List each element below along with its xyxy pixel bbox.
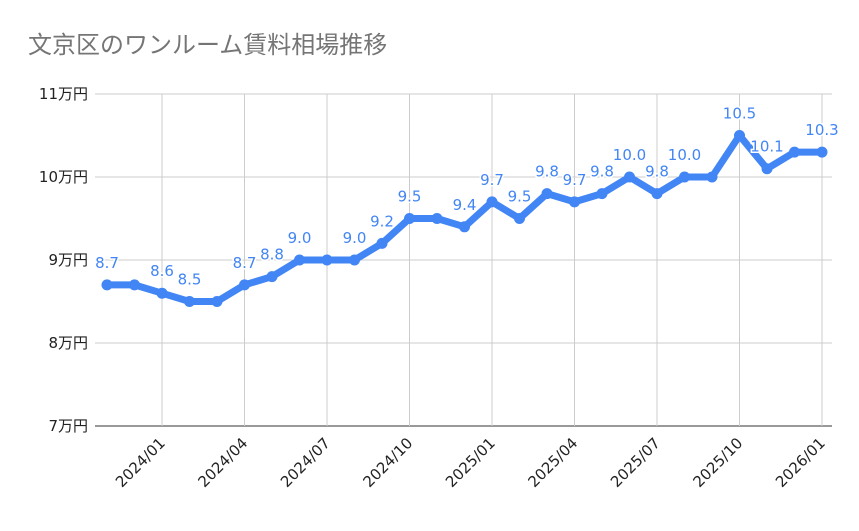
data-point [514, 213, 525, 224]
data-label: 9.5 [508, 188, 532, 206]
data-label: 10.0 [668, 146, 701, 164]
data-point [734, 130, 745, 141]
data-label: 8.7 [95, 254, 119, 272]
data-label: 9.7 [563, 171, 587, 189]
data-label: 10.0 [613, 146, 646, 164]
series-polyline [103, 132, 826, 305]
series-line [101, 130, 828, 307]
data-point [211, 296, 223, 307]
data-point [431, 213, 443, 224]
data-point [294, 254, 305, 266]
y-tick-label: 10万円 [39, 168, 88, 186]
data-label: 8.5 [178, 271, 202, 289]
grid [95, 93, 832, 427]
data-point [376, 237, 388, 249]
data-point [101, 279, 113, 291]
y-tick-label: 8万円 [48, 334, 88, 352]
data-point [541, 188, 553, 200]
data-label: 8.6 [150, 262, 174, 280]
x-tick-label: 2024/01 [112, 434, 169, 491]
data-point [239, 279, 250, 291]
data-label: 9.8 [590, 163, 614, 181]
y-tick-label: 11万円 [39, 85, 88, 103]
data-label: 9.8 [645, 163, 669, 181]
data-label: 10.3 [805, 121, 838, 139]
data-label: 10.5 [723, 105, 756, 123]
data-label: 9.5 [398, 188, 422, 206]
data-label: 9.2 [370, 212, 394, 230]
data-point [624, 171, 635, 183]
data-point [816, 146, 828, 158]
data-point [706, 171, 718, 183]
data-point [486, 196, 498, 208]
x-tick-label: 2025/07 [607, 434, 664, 491]
data-point [569, 196, 580, 208]
data-point [404, 213, 415, 224]
x-tick-label: 2024/07 [277, 434, 334, 491]
data-label: 8.8 [260, 246, 284, 264]
x-tick-label: 2024/10 [360, 434, 417, 491]
data-point [651, 188, 663, 200]
data-point [156, 287, 168, 299]
data-point [679, 171, 690, 183]
data-point [184, 296, 195, 307]
data-point [761, 163, 773, 175]
chart-title: 文京区のワンルーム賃料相場推移 [28, 31, 387, 59]
y-tick-label: 7万円 [48, 417, 88, 435]
data-label: 10.1 [750, 138, 783, 156]
data-label: 9.0 [288, 229, 312, 247]
data-label: 9.7 [480, 171, 504, 189]
y-axis: 7万円 8万円 9万円 10万円 11万円 [39, 85, 88, 435]
data-point [789, 146, 800, 158]
data-point [129, 279, 140, 291]
data-point [321, 254, 333, 266]
y-tick-label: 9万円 [48, 251, 88, 269]
data-label: 8.7 [233, 254, 257, 272]
data-point [349, 254, 360, 266]
x-axis: 2024/01 2024/04 2024/07 2024/10 2025/01 2025/… [112, 434, 829, 491]
x-tick-label: 2025/04 [525, 434, 582, 491]
x-tick-label: 2024/04 [195, 434, 252, 491]
data-point [266, 271, 278, 283]
data-label: 9.4 [453, 196, 477, 214]
x-tick-label: 2025/01 [442, 434, 499, 491]
x-tick-label: 2025/10 [690, 434, 747, 491]
data-point [596, 188, 608, 200]
data-labels: 8.7 8.6 8.58.7 8.89.0 9.09.29.5 9.49.79.59.8 9… [94, 103, 841, 290]
x-tick-label: 2026/01 [772, 434, 829, 491]
data-label: 9.0 [343, 229, 367, 247]
data-label: 9.8 [535, 163, 559, 181]
data-point [459, 221, 470, 233]
